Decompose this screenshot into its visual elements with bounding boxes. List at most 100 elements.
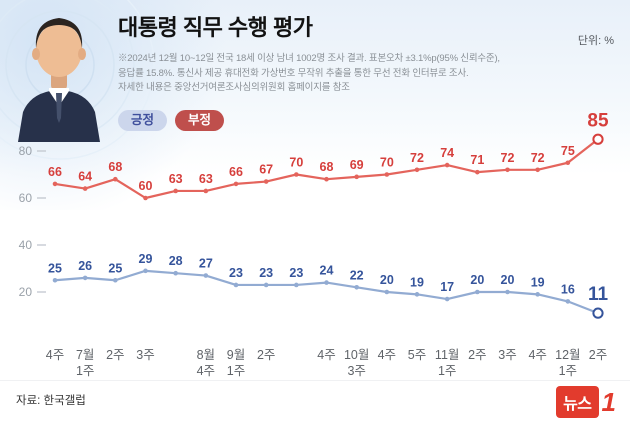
부정-value-label: 68 xyxy=(108,160,122,174)
부정-value-label: 74 xyxy=(440,146,454,160)
부정-point xyxy=(113,176,118,182)
source-credit: 자료: 한국갤럽 xyxy=(16,395,86,407)
x-axis-label: 3주 xyxy=(347,364,365,378)
survey-note: ※2024년 12월 10~12일 전국 18세 이상 남녀 1002명 조사 … xyxy=(118,52,618,96)
부정-point xyxy=(565,160,571,166)
긍정-value-label: 19 xyxy=(410,275,424,289)
unit-label: 단위: % xyxy=(577,35,614,47)
x-axis-label: 11월 xyxy=(435,348,459,362)
부정-point xyxy=(444,162,450,168)
긍정-point xyxy=(173,270,178,276)
부정-value-label: 66 xyxy=(229,165,243,179)
긍정-point xyxy=(143,268,148,274)
x-axis-label: 4주 xyxy=(197,364,215,378)
부정-value-label: 69 xyxy=(350,158,364,172)
긍정-point xyxy=(263,282,269,288)
부정-value-label: 68 xyxy=(320,160,334,174)
긍정-value-label: 23 xyxy=(229,266,243,280)
x-axis-label: 2주 xyxy=(589,348,607,362)
photo-ear-right xyxy=(78,48,86,60)
부정-point xyxy=(143,195,148,201)
부정-point xyxy=(475,169,480,175)
부정-value-label: 71 xyxy=(470,153,484,167)
photo-hair xyxy=(35,18,83,48)
president-photo xyxy=(18,18,100,142)
긍정-value-label: 28 xyxy=(169,254,183,268)
x-axis-label: 12월 xyxy=(555,348,580,362)
x-axis-label: 2주 xyxy=(106,348,124,362)
긍정-point xyxy=(113,277,118,283)
부정-value-label: 63 xyxy=(199,172,213,186)
부정-point xyxy=(82,186,88,191)
긍정-point xyxy=(203,273,209,278)
부정-point xyxy=(505,167,510,173)
긍정-point xyxy=(82,275,88,281)
x-axis-label: 8월 xyxy=(197,348,215,362)
page-title: 대통령 직무 수행 평가 xyxy=(118,15,313,40)
x-axis-label: 1주 xyxy=(438,364,456,378)
note-line-1: ※2024년 12월 10~12일 전국 18세 이상 남녀 1002명 조사 … xyxy=(118,53,500,64)
chart-legend: 긍정 부정 xyxy=(118,110,225,131)
legend-positive-badge: 긍정 xyxy=(118,110,168,131)
부정-value-label: 85 xyxy=(587,110,609,131)
긍정-point xyxy=(475,289,480,295)
x-axis-label: 2주 xyxy=(257,348,275,362)
부정-value-label: 70 xyxy=(380,156,394,170)
부정-point xyxy=(414,167,420,173)
긍정-value-label: 16 xyxy=(561,282,575,296)
긍정-value-label: 26 xyxy=(78,259,92,273)
부정-point xyxy=(354,174,359,180)
note-line-2: 응답률 15.8%. 통신사 제공 휴대전화 가상번호 무작위 추출을 통한 무… xyxy=(118,67,469,79)
x-axis-label: 2주 xyxy=(468,348,486,362)
x-axis-label: 10월 xyxy=(344,348,369,362)
긍정-value-label: 25 xyxy=(108,261,122,275)
긍정-value-label: 23 xyxy=(289,266,303,280)
부정-point xyxy=(233,181,239,187)
긍정-point xyxy=(324,280,329,285)
긍정-point xyxy=(233,282,239,288)
approval-trend-chart: 20 40 60 80 4주 7월 1주 2주 3주 8월 4주 9월 1주 2주 4주 10월 3주 4주 5주 1… xyxy=(19,110,609,378)
부정-value-label: 64 xyxy=(78,170,92,184)
news1-logo-accent: 1 xyxy=(601,387,616,417)
긍정-point xyxy=(565,299,571,304)
부정-point xyxy=(203,188,209,194)
부정-value-label: 72 xyxy=(501,151,515,165)
x-axis-label: 5주 xyxy=(408,348,426,362)
긍정-point xyxy=(354,285,359,290)
photo-ear-left xyxy=(32,48,40,60)
긍정-value-label: 24 xyxy=(320,264,334,278)
x-axis-label: 1주 xyxy=(76,364,94,378)
photo-face xyxy=(36,23,82,77)
부정-point xyxy=(263,179,269,184)
y-tick-label: 60 xyxy=(19,191,33,205)
footer-divider xyxy=(0,380,630,381)
긍정-value-label: 20 xyxy=(470,273,484,287)
x-axis-label: 4주 xyxy=(528,348,546,362)
y-tick-label: 20 xyxy=(19,285,33,299)
부정-point xyxy=(52,181,58,187)
긍정-point xyxy=(444,296,450,302)
긍정-value-label: 22 xyxy=(350,268,364,282)
긍정-value-label: 27 xyxy=(199,257,213,271)
긍정-value-label: 19 xyxy=(531,275,545,289)
부정-point xyxy=(294,172,299,177)
부정-value-label: 75 xyxy=(561,144,575,158)
x-axis-label: 9월 xyxy=(227,348,245,362)
x-axis-label: 1주 xyxy=(559,364,577,378)
긍정-value-label: 20 xyxy=(380,273,394,287)
긍정-endpoint-marker xyxy=(592,307,604,319)
부정-point xyxy=(324,176,329,182)
부정-value-label: 60 xyxy=(139,179,153,193)
긍정-point xyxy=(535,292,540,297)
부정-point xyxy=(173,188,178,194)
긍정-point xyxy=(414,292,420,297)
부정-value-label: 67 xyxy=(259,163,273,177)
긍정-point xyxy=(505,289,510,295)
x-axis-label: 4주 xyxy=(317,348,335,362)
부정-value-label: 63 xyxy=(169,172,183,186)
긍정-value-label: 17 xyxy=(440,280,454,294)
x-axis-label: 3주 xyxy=(136,348,154,362)
긍정-point xyxy=(294,282,299,288)
긍정-point xyxy=(384,289,390,295)
